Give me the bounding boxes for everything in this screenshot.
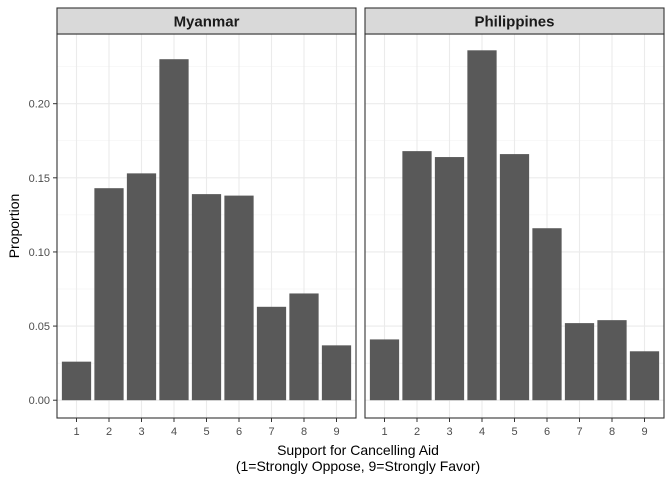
x-tick-label: 8 — [609, 426, 615, 438]
y-tick-label: 0.15 — [29, 173, 50, 185]
facet-strip-label: Myanmar — [174, 14, 240, 31]
panel-philippines: Philippines 1 2 3 4 5 6 7 8 9 — [364, 7, 665, 438]
x-tick-label: 8 — [301, 426, 307, 438]
y-axis: 0.00 0.05 0.10 0.15 0.20 — [29, 99, 57, 407]
x-tick-label: 3 — [138, 426, 144, 438]
bar-philippines-3 — [434, 157, 465, 401]
y-axis-title: Proportion — [6, 194, 22, 259]
bar-philippines-2 — [402, 151, 432, 401]
y-tick-label: 0.05 — [29, 321, 50, 333]
bar-philippines-7 — [564, 323, 595, 401]
bar-philippines-8 — [597, 320, 627, 401]
bar-myanmar-6 — [224, 195, 254, 401]
bar-myanmar-4 — [159, 59, 189, 401]
bar-myanmar-7 — [256, 306, 287, 401]
x-tick-label: 2 — [106, 426, 112, 438]
x-tick-label: 7 — [268, 426, 274, 438]
y-tick-label: 0.00 — [29, 395, 50, 407]
x-tick-label: 2 — [414, 426, 420, 438]
bar-philippines-6 — [532, 228, 562, 401]
x-tick-label: 4 — [479, 426, 485, 438]
bar-philippines-9 — [629, 351, 660, 401]
x-tick-label: 3 — [446, 426, 452, 438]
bar-philippines-1 — [369, 339, 400, 401]
x-axis-title-line-1: Support for Cancelling Aid — [277, 442, 439, 458]
facet-strip-label: Philippines — [474, 14, 554, 31]
x-tick-label: 9 — [641, 426, 647, 438]
x-axis-title-line-2: (1=Strongly Oppose, 9=Strongly Favor) — [236, 458, 480, 474]
x-tick-label: 6 — [544, 426, 550, 438]
bar-myanmar-5 — [191, 194, 222, 401]
bar-philippines-5 — [499, 154, 530, 401]
bar-philippines-4 — [467, 50, 497, 401]
bar-myanmar-1 — [61, 361, 92, 401]
facet-strip — [364, 7, 665, 35]
x-tick-label: 9 — [333, 426, 339, 438]
panel-myanmar: Myanmar 1 2 3 4 5 6 7 8 9 — [56, 7, 357, 438]
x-tick-label: 5 — [511, 426, 517, 438]
facet-strip — [56, 7, 357, 35]
x-tick-label: 4 — [171, 426, 177, 438]
x-tick-label: 7 — [576, 426, 582, 438]
x-tick-label: 1 — [381, 426, 387, 438]
x-tick-label: 1 — [73, 426, 79, 438]
x-tick-label: 5 — [203, 426, 209, 438]
y-tick-label: 0.20 — [29, 99, 50, 111]
bar-myanmar-3 — [126, 173, 157, 401]
y-tick-label: 0.10 — [29, 247, 50, 259]
bar-myanmar-8 — [289, 293, 319, 401]
bar-myanmar-9 — [321, 345, 352, 401]
panels-layer: Myanmar 1 2 3 4 5 6 7 8 9 Philippines 1 2 3 4 5 6 7 8 9 — [56, 7, 665, 438]
bar-myanmar-2 — [94, 188, 124, 401]
x-tick-label: 6 — [236, 426, 242, 438]
